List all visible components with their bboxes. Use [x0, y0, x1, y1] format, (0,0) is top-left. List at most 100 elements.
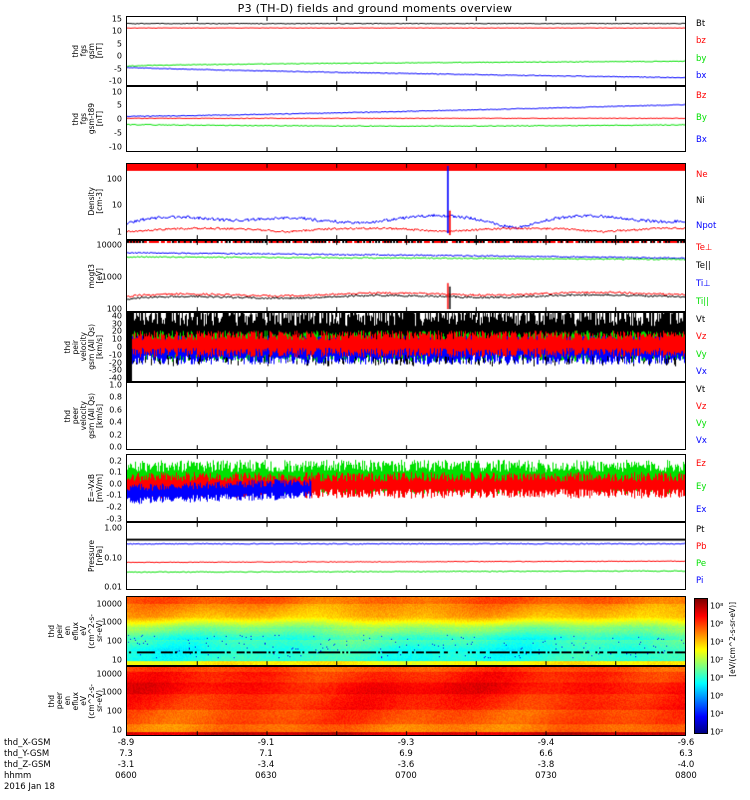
legend-item-density-Npot: Npot	[696, 221, 717, 232]
ytick-peir-velocity-2: 20	[111, 326, 122, 336]
legend-item-efield-Ey: Ey	[696, 482, 707, 492]
xtick-hhmm-0: 0600	[115, 771, 137, 781]
ytick-peer-velocity-0: 1.0	[109, 380, 122, 390]
legend-item-temperature-Te: Te⊥	[696, 243, 713, 253]
page-title: P3 (TH-D) fields and ground moments over…	[237, 2, 513, 15]
ytick-fgs-gsm-t89-2: 0	[116, 114, 122, 124]
xtick-x-0: -8.9	[117, 738, 135, 748]
xtick-hhmm-1: 0630	[255, 771, 277, 781]
ytick-density-2: 1	[116, 227, 122, 237]
xaxis-row-label-2: thd_Z-GSM	[4, 760, 51, 770]
plot-canvas-peir-velocity	[127, 313, 685, 381]
xtick-hhmm-3: 0730	[535, 771, 557, 781]
xtick-y-3: 6.6	[539, 749, 553, 759]
ytick-fgs-gsm-2: 5	[116, 39, 122, 48]
ytick-density-1: 10	[111, 200, 122, 210]
ytick-peer-velocity-1: 0.8	[109, 392, 122, 402]
xtick-x-1: -9.1	[257, 738, 275, 748]
ytick-pressure-0: 1.00	[104, 523, 122, 533]
panel-density	[126, 163, 686, 240]
legend-item-peer-velocity-Vy: Vy	[696, 418, 707, 429]
panel-efield	[126, 454, 686, 522]
panel-pressure	[126, 522, 686, 590]
legend-item-density-Ne: Ne	[696, 169, 708, 180]
legend-item-peer-velocity-Vz: Vz	[696, 401, 707, 412]
colorbar-tick-1: 10⁶	[710, 619, 724, 629]
panel-fgs-gsm	[126, 16, 686, 86]
plot-canvas-fgs-gsm	[127, 17, 685, 85]
ytick-temperature-2: 100	[106, 304, 122, 314]
xtick-z-4: -4.0	[677, 760, 695, 770]
legend-item-peir-velocity-Vz: Vz	[696, 332, 707, 343]
panel-peir-velocity	[126, 312, 686, 382]
colorbar-tick-2: 10⁴	[710, 637, 724, 647]
legend-item-pressure-Pt: Pt	[696, 524, 705, 535]
ytick-efield-4: -0.2	[106, 502, 122, 512]
ytick-efield-5: -0.3	[106, 514, 122, 524]
xaxis-date: 2016 Jan 18	[4, 782, 55, 792]
xtick-z-3: -3.8	[537, 760, 555, 770]
ytick-temperature-1: 1000	[101, 272, 122, 282]
legend-item-peir-velocity-Vt: Vt	[696, 314, 706, 325]
ytick-fgs-gsm-4: -5	[114, 64, 122, 73]
plot-canvas-peir-en-eflux	[127, 597, 685, 665]
ytick-peir-en-eflux-3: 10	[111, 655, 122, 665]
colorbar-tick-0: 10⁸	[710, 601, 724, 611]
legend-item-pressure-Pi: Pi	[696, 575, 704, 586]
ytick-fgs-gsm-t89-1: 5	[116, 100, 122, 110]
ytick-fgs-gsm-t89-0: 10	[111, 87, 122, 96]
colorbar-gradient	[695, 599, 707, 733]
colorbar-tick-6: 10⁴	[710, 709, 724, 719]
xtick-z-1: -3.4	[257, 760, 275, 770]
plot-canvas-efield	[127, 455, 685, 521]
ytick-pressure-1: 0.10	[104, 553, 122, 563]
xtick-z-2: -3.6	[397, 760, 415, 770]
legend-item-fgs-gsm-bx: bx	[696, 71, 707, 82]
ytick-fgs-gsm-0: 15	[111, 14, 122, 23]
ytick-peer-velocity-4: 0.2	[109, 430, 122, 440]
ytick-peer-en-eflux-3: 10	[111, 725, 122, 735]
legend-item-pressure-Pe: Pe	[696, 558, 707, 569]
plot-canvas-density	[127, 164, 685, 239]
ytick-peir-velocity-6: -20	[108, 358, 122, 368]
legend-item-pressure-Pb: Pb	[696, 541, 707, 552]
ytick-peir-velocity-1: 30	[111, 319, 122, 329]
legend-item-temperature-Ti: Ti⊥	[696, 279, 711, 289]
ytick-peir-velocity-3: 10	[111, 334, 122, 344]
xaxis-row-label-1: thd_Y-GSM	[4, 749, 50, 759]
legend-item-fgs-gsm-Bt: Bt	[696, 18, 706, 29]
ytick-efield-3: -0.1	[106, 490, 122, 500]
xtick-hhmm-4: 0800	[675, 771, 697, 781]
ytick-fgs-gsm-5: -10	[108, 76, 122, 86]
ytick-peer-en-eflux-0: 10000	[96, 669, 122, 679]
ytick-fgs-gsm-t89-4: -10	[108, 142, 122, 151]
xtick-y-4: 6.3	[679, 749, 693, 759]
colorbar	[694, 598, 708, 734]
plot-canvas-pressure	[127, 523, 685, 589]
xtick-y-0: 7.3	[119, 749, 133, 759]
ytick-peir-en-eflux-1: 1000	[101, 617, 122, 627]
legend-item-fgs-gsm-bz: bz	[696, 36, 706, 47]
xtick-x-4: -9.6	[677, 738, 695, 748]
ytick-peir-velocity-8: -40	[108, 373, 122, 383]
ytick-fgs-gsm-3: 0	[116, 51, 122, 61]
colorbar-label: [eV/(cm^2-s-sr-eV)]	[728, 602, 737, 677]
xtick-y-2: 6.9	[399, 749, 413, 759]
panel-peer-en-eflux	[126, 666, 686, 736]
legend-item-density-Ni: Ni	[696, 195, 705, 206]
colorbar-tick-3: 10²	[710, 655, 724, 665]
ytick-peir-velocity-5: -10	[108, 350, 122, 360]
colorbar-tick-7: 10²	[710, 727, 724, 737]
legend-item-peer-velocity-Vt: Vt	[696, 384, 706, 395]
legend-item-peer-velocity-Vx: Vx	[696, 435, 707, 446]
ytick-peer-velocity-5: 0.0	[109, 442, 122, 452]
ytick-temperature-0: 10000	[96, 240, 122, 250]
plot-canvas-fgs-gsm-t89	[127, 87, 685, 151]
xtick-x-2: -9.3	[397, 738, 415, 748]
ytick-peir-velocity-7: -30	[108, 365, 122, 375]
xaxis-row-label-3: hhmm	[4, 771, 32, 781]
ytick-fgs-gsm-t89-3: -5	[114, 128, 122, 138]
ytick-efield-2: 0.0	[109, 479, 122, 489]
plot-canvas-temperature	[127, 241, 685, 311]
